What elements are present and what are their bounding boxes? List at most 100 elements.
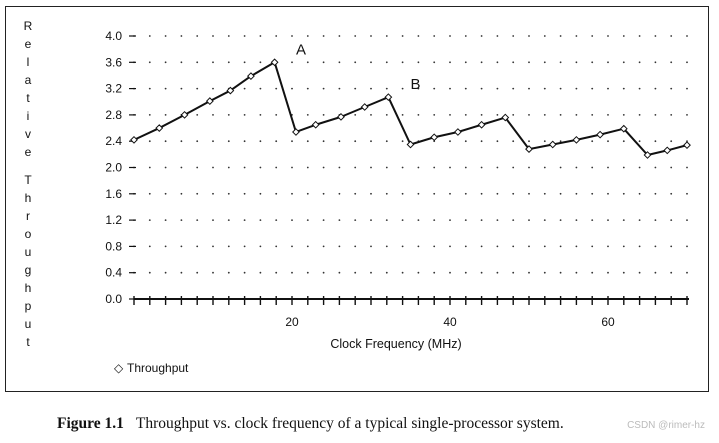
grid-dot bbox=[259, 271, 262, 274]
data-point-marker bbox=[430, 133, 439, 142]
grid-dot bbox=[654, 114, 657, 116]
grid-dot bbox=[575, 245, 578, 248]
grid-dot bbox=[385, 87, 388, 90]
grid-dot bbox=[322, 35, 325, 37]
grid-dot bbox=[164, 61, 167, 64]
grid-dot bbox=[686, 140, 688, 143]
grid-dot bbox=[686, 87, 688, 90]
grid-dot bbox=[512, 61, 515, 64]
y-tick-label: 4.0 bbox=[105, 29, 122, 43]
grid-dot bbox=[196, 114, 199, 116]
grid-dot bbox=[464, 219, 467, 222]
grid-dot bbox=[670, 219, 673, 222]
figure-caption: Figure 1.1 Throughput vs. clock frequency… bbox=[57, 415, 564, 433]
grid-dot bbox=[338, 140, 341, 143]
y-axis-label-letter: p bbox=[24, 299, 32, 313]
caption-text: Throughput vs. clock frequency of a typi… bbox=[135, 415, 564, 432]
grid-dot bbox=[543, 35, 546, 37]
data-point-marker bbox=[572, 135, 581, 144]
grid-dot bbox=[212, 245, 214, 248]
grid-dot bbox=[607, 219, 609, 222]
grid-dot bbox=[291, 35, 293, 37]
grid-dot bbox=[654, 140, 657, 143]
grid-dot bbox=[433, 35, 436, 37]
grid-dot bbox=[686, 271, 688, 274]
grid-dot bbox=[259, 114, 262, 116]
y-axis-label-letter: u bbox=[24, 245, 32, 259]
grid-dot bbox=[180, 140, 183, 143]
grid-dot bbox=[164, 166, 167, 169]
grid-dot bbox=[322, 271, 325, 274]
grid-dot bbox=[291, 87, 293, 90]
grid-dot bbox=[480, 245, 483, 248]
grid-dot bbox=[354, 219, 357, 222]
data-point-marker bbox=[360, 103, 369, 111]
grid-dot bbox=[322, 166, 325, 169]
grid-dot bbox=[654, 192, 657, 195]
grid-dot bbox=[449, 87, 451, 90]
grid-dot bbox=[306, 61, 309, 64]
grid-dot bbox=[543, 245, 546, 248]
grid-dot bbox=[385, 140, 388, 143]
x-tick-label: 20 bbox=[285, 315, 299, 329]
grid-dot bbox=[670, 140, 673, 143]
grid-dot bbox=[638, 114, 641, 116]
grid-dot bbox=[559, 114, 562, 116]
y-tick-label: 1.6 bbox=[105, 187, 122, 201]
grid-dot bbox=[654, 61, 657, 64]
y-axis-label-letter: t bbox=[26, 335, 30, 349]
grid-dot bbox=[559, 87, 562, 90]
grid-dot bbox=[543, 166, 546, 169]
grid-dot bbox=[275, 192, 278, 195]
grid-dot bbox=[401, 61, 404, 64]
grid-dot bbox=[227, 271, 230, 274]
grid-dot bbox=[243, 61, 246, 64]
grid-dot bbox=[528, 35, 530, 37]
grid-dot bbox=[417, 87, 420, 90]
grid-dot bbox=[401, 35, 404, 37]
grid-dot bbox=[433, 114, 436, 116]
data-point-marker bbox=[311, 120, 320, 129]
grid-dot bbox=[654, 166, 657, 169]
grid-dot bbox=[496, 87, 499, 90]
grid-dot bbox=[243, 219, 246, 222]
grid-dot bbox=[148, 219, 151, 222]
grid-dot bbox=[433, 140, 436, 143]
grid-dot bbox=[654, 271, 657, 274]
grid-dot bbox=[196, 219, 199, 222]
grid-dot bbox=[543, 61, 546, 64]
grid-dot bbox=[212, 271, 214, 274]
grid-dot bbox=[433, 271, 436, 274]
grid-dot bbox=[512, 87, 515, 90]
grid-dot bbox=[370, 140, 372, 143]
grid-dot bbox=[480, 87, 483, 90]
grid-dot bbox=[512, 192, 515, 195]
grid-dot bbox=[370, 61, 372, 64]
grid-dot bbox=[591, 271, 594, 274]
grid-dot bbox=[196, 35, 199, 37]
grid-dot bbox=[528, 87, 530, 90]
grid-dot bbox=[275, 114, 278, 116]
data-point-marker bbox=[247, 72, 255, 81]
x-axis-label: Clock Frequency (MHz) bbox=[330, 337, 461, 351]
grid-dot bbox=[654, 87, 657, 90]
grid-dot bbox=[227, 219, 230, 222]
grid-dot bbox=[591, 114, 594, 116]
y-tick-label: 2.0 bbox=[105, 161, 122, 175]
grid-dot bbox=[354, 87, 357, 90]
grid-dot bbox=[306, 245, 309, 248]
grid-dot bbox=[354, 192, 357, 195]
y-axis-label-letter: i bbox=[26, 109, 30, 123]
grid-dot bbox=[670, 61, 673, 64]
data-point-marker bbox=[477, 120, 486, 129]
grid-dot bbox=[401, 166, 404, 169]
grid-dot bbox=[449, 114, 451, 116]
grid-dot bbox=[338, 166, 341, 169]
grid-dot bbox=[385, 35, 388, 37]
grid-dot bbox=[638, 140, 641, 143]
grid-dot bbox=[496, 166, 499, 169]
grid-dot bbox=[370, 166, 372, 169]
y-axis-label-letter: a bbox=[24, 73, 32, 87]
y-tick-label: 2.8 bbox=[105, 108, 122, 122]
grid-dot bbox=[148, 271, 151, 274]
